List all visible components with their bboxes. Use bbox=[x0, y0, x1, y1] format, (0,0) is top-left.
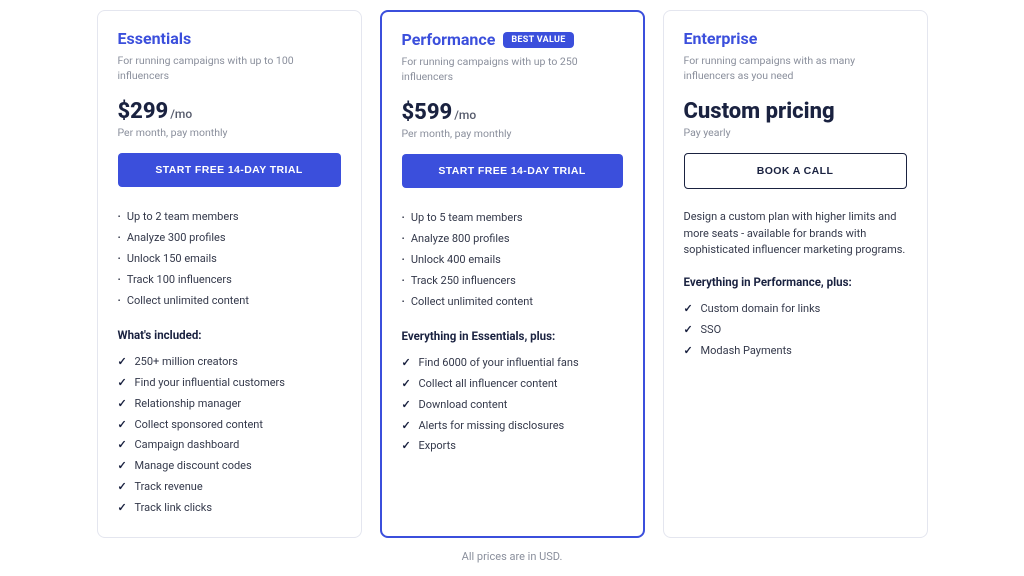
plan-billing: Per month, pay monthly bbox=[118, 126, 341, 139]
check-label: Download content bbox=[419, 395, 508, 416]
plan-desc: For running campaigns with up to 250 inf… bbox=[402, 55, 623, 84]
check-icon: ✓ bbox=[684, 320, 695, 341]
plan-title-row: Performance BEST VALUE bbox=[402, 30, 623, 49]
check-icon: ✓ bbox=[402, 353, 413, 374]
check-icon: ✓ bbox=[118, 394, 129, 415]
check-icon: ✓ bbox=[402, 416, 413, 437]
plan-checks: ✓ Find 6000 of your influential fans ✓ Col… bbox=[402, 353, 623, 457]
plan-title-row: Enterprise bbox=[684, 29, 907, 48]
check-label: Custom domain for links bbox=[701, 299, 821, 320]
bullet-item: Up to 2 team members bbox=[118, 207, 341, 228]
check-item: ✓ Alerts for missing disclosures bbox=[402, 416, 623, 437]
check-icon: ✓ bbox=[118, 415, 129, 436]
bullet-item: Track 100 influencers bbox=[118, 270, 341, 291]
bullet-item: Track 250 influencers bbox=[402, 271, 623, 292]
check-item: ✓ Modash Payments bbox=[684, 341, 907, 362]
check-label: Find your influential customers bbox=[135, 373, 285, 394]
check-icon: ✓ bbox=[118, 373, 129, 394]
check-label: Campaign dashboard bbox=[135, 435, 240, 456]
check-icon: ✓ bbox=[684, 341, 695, 362]
plan-checks: ✓ Custom domain for links ✓ SSO ✓ Modash Pa… bbox=[684, 299, 907, 362]
bullet-item: Analyze 800 profiles bbox=[402, 229, 623, 250]
check-item: ✓ SSO bbox=[684, 320, 907, 341]
check-label: Manage discount codes bbox=[135, 456, 252, 477]
enterprise-description: Design a custom plan with higher limits … bbox=[684, 209, 907, 259]
check-item: ✓ Manage discount codes bbox=[118, 456, 341, 477]
check-item: ✓ Campaign dashboard bbox=[118, 435, 341, 456]
check-item: ✓ Collect all influencer content bbox=[402, 374, 623, 395]
check-item: ✓ Track revenue bbox=[118, 477, 341, 498]
check-label: Relationship manager bbox=[135, 394, 242, 415]
plan-desc: For running campaigns with up to 100 inf… bbox=[118, 54, 341, 83]
check-label: SSO bbox=[701, 320, 722, 341]
bullet-item: Up to 5 team members bbox=[402, 208, 623, 229]
pricing-row: Essentials For running campaigns with up… bbox=[10, 0, 1014, 538]
check-icon: ✓ bbox=[118, 435, 129, 456]
check-item: ✓ 250+ million creators bbox=[118, 352, 341, 373]
plan-price: $299 bbox=[118, 99, 169, 124]
plan-bullets: Up to 2 team members Analyze 300 profile… bbox=[118, 207, 341, 311]
plan-price-big: Custom pricing bbox=[684, 99, 907, 124]
check-item: ✓ Track link clicks bbox=[118, 498, 341, 519]
price-row: $299 /mo bbox=[118, 99, 341, 124]
plan-billing: Pay yearly bbox=[684, 126, 907, 139]
plan-title-row: Essentials bbox=[118, 29, 341, 48]
check-item: ✓ Relationship manager bbox=[118, 394, 341, 415]
start-trial-button[interactable]: START FREE 14-DAY TRIAL bbox=[402, 154, 623, 188]
included-heading: Everything in Performance, plus: bbox=[684, 275, 907, 289]
footer-note: All prices are in USD. bbox=[10, 550, 1014, 563]
check-label: Collect all influencer content bbox=[419, 374, 558, 395]
plan-checks: ✓ 250+ million creators ✓ Find your influe… bbox=[118, 352, 341, 519]
check-item: ✓ Download content bbox=[402, 395, 623, 416]
check-item: ✓ Custom domain for links bbox=[684, 299, 907, 320]
start-trial-button[interactable]: START FREE 14-DAY TRIAL bbox=[118, 153, 341, 187]
plan-desc: For running campaigns with as many influ… bbox=[684, 54, 907, 83]
check-label: Find 6000 of your influential fans bbox=[419, 353, 579, 374]
price-row: $599 /mo bbox=[402, 100, 623, 125]
check-icon: ✓ bbox=[118, 456, 129, 477]
check-icon: ✓ bbox=[402, 374, 413, 395]
check-label: Alerts for missing disclosures bbox=[419, 416, 565, 437]
check-label: Modash Payments bbox=[701, 341, 792, 362]
check-label: 250+ million creators bbox=[135, 352, 238, 373]
plan-title: Essentials bbox=[118, 29, 192, 48]
check-icon: ✓ bbox=[684, 299, 695, 320]
best-value-badge: BEST VALUE bbox=[503, 32, 573, 48]
plan-billing: Per month, pay monthly bbox=[402, 127, 623, 140]
check-label: Track link clicks bbox=[135, 498, 213, 519]
plan-price-suffix: /mo bbox=[454, 108, 476, 122]
plan-price: $599 bbox=[402, 100, 453, 125]
plan-card-enterprise: Enterprise For running campaigns with as… bbox=[663, 10, 928, 538]
check-icon: ✓ bbox=[402, 395, 413, 416]
book-call-button[interactable]: BOOK A CALL bbox=[684, 153, 907, 189]
check-icon: ✓ bbox=[402, 436, 413, 457]
bullet-item: Collect unlimited content bbox=[402, 292, 623, 313]
check-icon: ✓ bbox=[118, 352, 129, 373]
check-label: Track revenue bbox=[135, 477, 203, 498]
check-item: ✓ Find your influential customers bbox=[118, 373, 341, 394]
plan-card-essentials: Essentials For running campaigns with up… bbox=[97, 10, 362, 538]
included-heading: Everything in Essentials, plus: bbox=[402, 329, 623, 343]
check-icon: ✓ bbox=[118, 477, 129, 498]
included-heading: What's included: bbox=[118, 328, 341, 342]
plan-title: Enterprise bbox=[684, 29, 758, 48]
check-label: Exports bbox=[419, 436, 456, 457]
check-icon: ✓ bbox=[118, 498, 129, 519]
bullet-item: Collect unlimited content bbox=[118, 291, 341, 312]
bullet-item: Analyze 300 profiles bbox=[118, 228, 341, 249]
check-item: ✓ Find 6000 of your influential fans bbox=[402, 353, 623, 374]
plan-price-suffix: /mo bbox=[170, 107, 192, 121]
bullet-item: Unlock 400 emails bbox=[402, 250, 623, 271]
check-item: ✓ Exports bbox=[402, 436, 623, 457]
plan-card-performance: Performance BEST VALUE For running campa… bbox=[380, 10, 645, 538]
plan-title: Performance bbox=[402, 30, 496, 49]
check-label: Collect sponsored content bbox=[135, 415, 263, 436]
check-item: ✓ Collect sponsored content bbox=[118, 415, 341, 436]
plan-bullets: Up to 5 team members Analyze 800 profile… bbox=[402, 208, 623, 312]
bullet-item: Unlock 150 emails bbox=[118, 249, 341, 270]
